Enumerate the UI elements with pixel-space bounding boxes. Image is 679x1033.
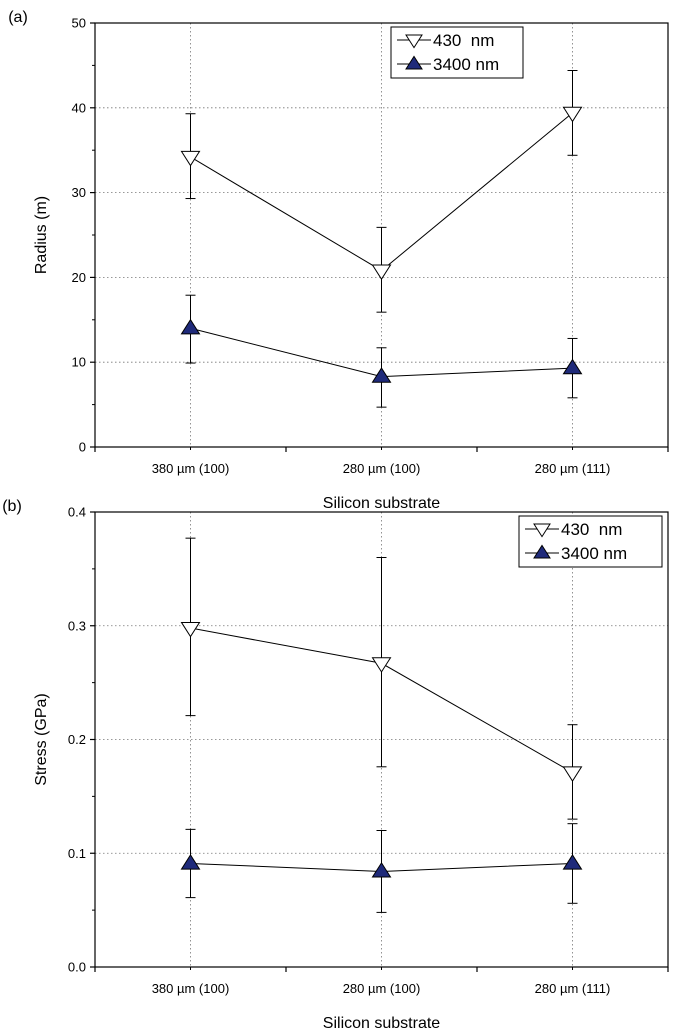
x-tick-label: 380 µm (100)	[152, 981, 230, 996]
legend-label: 3400 nm	[433, 55, 499, 74]
legend-marker	[405, 55, 423, 70]
y-tick-label: 0.2	[68, 732, 86, 747]
legend-marker	[533, 523, 551, 538]
x-tick-label: 280 µm (100)	[343, 461, 421, 476]
y-tick-label: 0.0	[68, 960, 86, 975]
data-point-filled-triangle	[562, 854, 583, 870]
legend: 430 nm 3400 nm	[518, 515, 663, 568]
panel-label: (a)	[8, 9, 28, 26]
chart-panel-b: (b) 0.0 0.1 0.2 0.3 0.4 380 µm (100) 280 µm (10…	[2, 498, 669, 1032]
series-3400nm	[180, 294, 583, 408]
x-axis-title: Silicon substrate	[323, 1015, 440, 1032]
legend-label: 3400 nm	[561, 544, 627, 563]
data-point-filled-triangle	[180, 318, 201, 335]
data-point-filled-triangle	[371, 861, 392, 878]
y-axis-title: Radius (m)	[33, 196, 50, 274]
y-tick-label: 20	[72, 270, 86, 285]
panel-label: (b)	[2, 498, 22, 515]
y-tick-label: 0	[79, 440, 86, 455]
data-point-open-triangle	[371, 264, 392, 281]
y-tick-label: 40	[72, 100, 86, 115]
series-430nm	[180, 537, 583, 820]
x-axis-title: Silicon substrate	[323, 495, 440, 512]
data-point-filled-triangle	[371, 367, 392, 383]
data-point-open-triangle	[180, 621, 201, 638]
chart-panel-a: (a) 0 10 20 30 40 50 380 µm (100) 280 µm (100) 28…	[8, 9, 669, 512]
x-tick-label: 280 µm (100)	[343, 981, 421, 996]
y-tick-label: 50	[72, 16, 86, 31]
y-tick-label: 10	[72, 355, 86, 370]
legend-marker	[405, 34, 423, 49]
data-point-open-triangle	[371, 657, 392, 673]
data-point-filled-triangle	[562, 358, 583, 375]
data-point-open-triangle	[562, 106, 583, 123]
y-tick-label: 0.4	[68, 505, 86, 520]
y-tick-label: 0.1	[68, 846, 86, 861]
legend-label: 430 nm	[433, 31, 494, 50]
data-point-filled-triangle	[180, 854, 201, 870]
legend: 430 nm 3400 nm	[390, 26, 524, 79]
x-tick-label: 280 µm (111)	[535, 981, 611, 996]
y-axis-title: Stress (GPa)	[33, 693, 50, 785]
legend-label: 430 nm	[561, 520, 622, 539]
data-point-open-triangle	[180, 150, 201, 167]
series-3400nm	[180, 823, 583, 913]
data-point-open-triangle	[562, 766, 583, 782]
x-tick-label: 380 µm (100)	[152, 461, 230, 476]
series-430nm	[180, 69, 583, 313]
x-tick-label: 280 µm (111)	[535, 461, 611, 476]
legend-marker	[533, 544, 551, 559]
y-tick-label: 0.3	[68, 618, 86, 633]
y-tick-label: 30	[72, 185, 86, 200]
